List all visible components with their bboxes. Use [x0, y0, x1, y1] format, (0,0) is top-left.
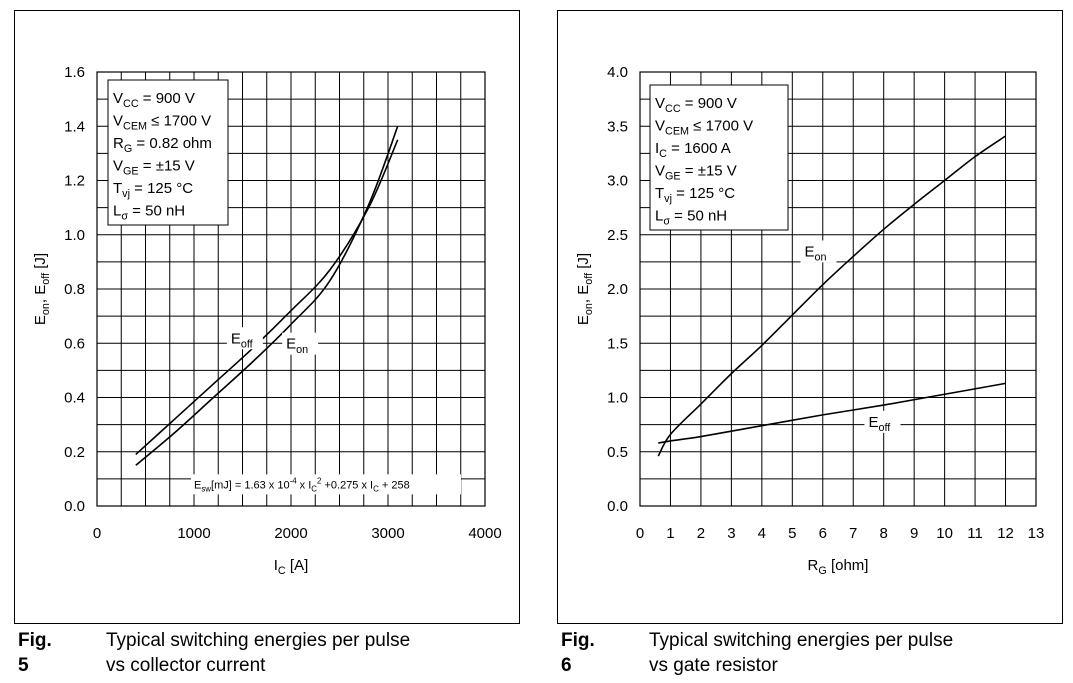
chart-panel-fig5: 0 1000 2000 3000 4000 0.0 0.2 0.4 0.6 0.8 1.0 1.2 1.…	[14, 10, 520, 624]
series-label-bg	[800, 240, 837, 263]
x-tick-label: 2000	[274, 525, 307, 542]
caption-line-1: Typical switching energies per pulse	[649, 630, 954, 651]
x-tick-label: 2	[697, 525, 705, 542]
y-tick-label: 0.0	[64, 498, 85, 515]
y-tick-label: 3.5	[607, 118, 628, 135]
parameter-line: Lσ = 50 nH	[655, 208, 727, 228]
chart-svg-fig6: 0 1 2 3 4 5 6 7 8 9 10 11 12 130.00.51.01.52.02.53.03…	[575, 64, 1044, 577]
series-line-e-off	[658, 382, 1006, 444]
x-tick-label: 9	[910, 525, 918, 542]
y-axis-title-group: Eon, Eoff [J]	[575, 253, 595, 325]
plot-frame	[639, 71, 1037, 507]
series-label-bg	[282, 332, 319, 355]
parameter-line: Tvj = 125 °C	[655, 185, 735, 205]
series-line-e-off	[135, 139, 399, 456]
parameter-box	[649, 84, 789, 231]
parameter-line: RG = 0.82 ohm	[113, 135, 212, 155]
x-axis-title: RG [ohm]	[808, 557, 869, 577]
plot-frame	[96, 71, 486, 507]
y-tick-label: 3.0	[607, 173, 628, 190]
x-tick-label: 3	[727, 525, 735, 542]
y-tick-label: 1.5	[607, 335, 628, 352]
parameter-line: Tvj = 125 °C	[113, 180, 193, 200]
parameter-line: IC = 1600 A	[655, 140, 731, 160]
plot-area: 0 1 2 3 4 5 6 7 8 9 10 11 12 130.00.51.01.52.02.53.03…	[575, 64, 1044, 577]
series-line-e-on	[657, 135, 1006, 457]
caption-line-2: vs collector current	[106, 655, 266, 676]
y-tick-label: 0.6	[64, 335, 85, 352]
parameter-line: VGE = ±15 V	[113, 158, 195, 178]
y-tick-label: 1.6	[64, 64, 85, 81]
series-label: Eon	[286, 336, 308, 356]
y-tick-label: 0.0	[607, 498, 628, 515]
y-axis-title: Eon, Eoff [J]	[32, 253, 52, 325]
x-tick-label: 13	[1028, 525, 1045, 542]
y-tick-label: 0.2	[64, 444, 85, 461]
parameter-line: VCC = 900 V	[655, 95, 737, 115]
y-tick-label: 0.8	[64, 281, 85, 298]
parameter-box	[107, 79, 229, 226]
gridlines	[639, 71, 1037, 507]
x-tick-label: 0	[93, 525, 101, 542]
parameter-line: VCC = 900 V	[113, 90, 195, 110]
y-tick-label: 2.0	[607, 281, 628, 298]
y-tick-label: 4.0	[607, 64, 628, 81]
y-tick-label: 0.5	[607, 444, 628, 461]
switching-energy-formula: Esw[mJ] = 1.63 x 10-4 x IC2 +0.275 x IC …	[194, 477, 410, 494]
y-axis-title: Eon, Eoff [J]	[575, 253, 595, 325]
x-tick-label: 8	[880, 525, 888, 542]
x-tick-label: 5	[788, 525, 796, 542]
plot-area: 0 1000 2000 3000 4000 0.0 0.2 0.4 0.6 0.8 1.0 1.2 1.…	[32, 64, 502, 577]
parameter-line: VGE = ±15 V	[655, 163, 737, 183]
caption-line-2: vs gate resistor	[649, 655, 778, 676]
chart-svg-fig5: 0 1000 2000 3000 4000 0.0 0.2 0.4 0.6 0.8 1.0 1.2 1.…	[32, 64, 502, 577]
series-label-bg	[226, 327, 263, 350]
y-tick-label: 1.0	[64, 227, 85, 244]
x-axis-title: IC [A]	[274, 557, 309, 577]
series-label: Eon	[804, 243, 826, 263]
series-label-bg	[864, 410, 901, 433]
x-tick-label: 7	[849, 525, 857, 542]
x-tick-label: 4000	[468, 525, 501, 542]
y-tick-label: 1.0	[607, 390, 628, 407]
x-tick-label: 6	[819, 525, 827, 542]
x-tick-label: 12	[997, 525, 1014, 542]
x-tick-label: 4	[758, 525, 766, 542]
series-line-e-on	[135, 125, 399, 466]
series-label: Eoff	[231, 330, 254, 350]
x-tick-label: 3000	[371, 525, 404, 542]
figure-number: Fig. 6	[561, 630, 595, 676]
y-tick-label: 1.4	[64, 118, 85, 135]
formula-bg	[191, 474, 461, 495]
y-tick-label: 0.4	[64, 390, 85, 407]
caption-line-1: Typical switching energies per pulse	[106, 630, 411, 651]
chart-panel-fig6: 0 1 2 3 4 5 6 7 8 9 10 11 12 13 0.0 0.5 1.0 1.5 2.0 2.5 3.0 3…	[557, 10, 1063, 624]
x-tick-label: 1000	[177, 525, 210, 542]
figure-number: Fig. 5	[18, 630, 52, 676]
x-tick-label: 1	[666, 525, 674, 542]
parameter-line: Lσ = 50 nH	[113, 203, 185, 223]
parameter-line: VCEM ≤ 1700 V	[113, 113, 211, 133]
x-tick-label: 10	[936, 525, 953, 542]
parameter-line: VCEM ≤ 1700 V	[655, 118, 753, 138]
x-tick-label: 11	[967, 525, 983, 542]
x-tick-label: 0	[636, 525, 644, 542]
y-tick-label: 1.2	[64, 173, 85, 190]
y-tick-label: 2.5	[607, 227, 628, 244]
y-axis-title-group: Eon, Eoff [J]	[32, 253, 52, 325]
series-label: Eoff	[868, 414, 891, 434]
